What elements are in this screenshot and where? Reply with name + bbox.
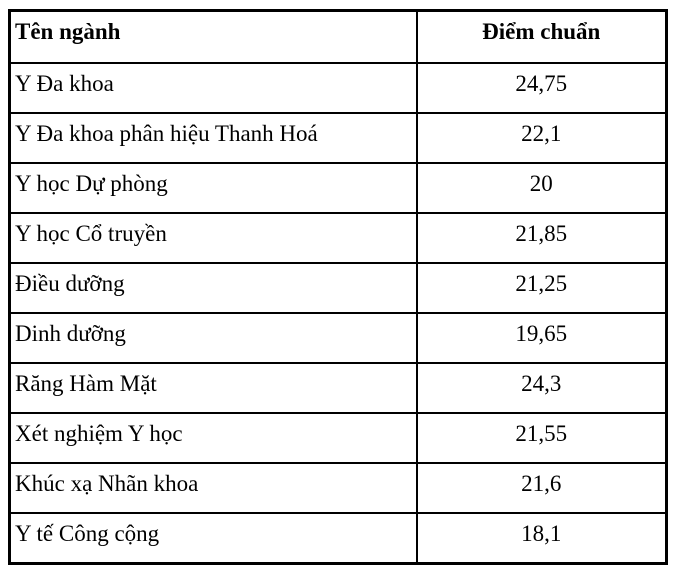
- table-row: Y Đa khoa 24,75: [8, 61, 668, 114]
- cell-major-name: Dinh dưỡng: [8, 311, 418, 364]
- cell-benchmark-score: 22,1: [415, 111, 668, 164]
- header-row: Tên ngành Điểm chuẩn: [8, 9, 668, 64]
- table-row: Y Đa khoa phân hiệu Thanh Hoá 22,1: [8, 111, 668, 164]
- table-row: Răng Hàm Mặt 24,3: [8, 361, 668, 414]
- benchmark-table-container: Tên ngành Điểm chuẩn Y Đa khoa 24,75 Y Đa …: [8, 9, 668, 565]
- cell-major-name: Khúc xạ Nhãn khoa: [8, 461, 418, 514]
- table-row: Điều dưỡng 21,25: [8, 261, 668, 314]
- cell-benchmark-score: 20: [415, 161, 668, 214]
- cell-benchmark-score: 24,3: [415, 361, 668, 414]
- cell-benchmark-score: 18,1: [415, 511, 668, 564]
- cell-major-name: Xét nghiệm Y học: [8, 411, 418, 464]
- table-row: Khúc xạ Nhãn khoa 21,6: [8, 461, 668, 514]
- cell-major-name: Y học Cổ truyền: [8, 211, 418, 264]
- table-row: Dinh dưỡng 19,65: [8, 311, 668, 364]
- table-body: Y Đa khoa 24,75 Y Đa khoa phân hiệu Thanh …: [8, 61, 668, 564]
- cell-major-name: Răng Hàm Mặt: [8, 361, 418, 414]
- column-header-score: Điểm chuẩn: [415, 9, 668, 64]
- cell-benchmark-score: 19,65: [415, 311, 668, 364]
- table-row: Y học Cổ truyền 21,85: [8, 211, 668, 264]
- table-row: Y tế Công cộng 18,1: [8, 511, 668, 564]
- table-row: Xét nghiệm Y học 21,55: [8, 411, 668, 464]
- cell-major-name: Y Đa khoa phân hiệu Thanh Hoá: [8, 111, 418, 164]
- column-header-major: Tên ngành: [8, 9, 418, 64]
- benchmark-score-table: Tên ngành Điểm chuẩn Y Đa khoa 24,75 Y Đa …: [8, 9, 668, 565]
- table-row: Y học Dự phòng 20: [8, 161, 668, 214]
- cell-benchmark-score: 21,25: [415, 261, 668, 314]
- cell-benchmark-score: 24,75: [415, 61, 668, 114]
- cell-benchmark-score: 21,55: [415, 411, 668, 464]
- cell-benchmark-score: 21,85: [415, 211, 668, 264]
- cell-major-name: Y học Dự phòng: [8, 161, 418, 214]
- cell-major-name: Y Đa khoa: [8, 61, 418, 114]
- cell-benchmark-score: 21,6: [415, 461, 668, 514]
- cell-major-name: Điều dưỡng: [8, 261, 418, 314]
- table-header: Tên ngành Điểm chuẩn: [8, 9, 668, 64]
- cell-major-name: Y tế Công cộng: [8, 511, 418, 564]
